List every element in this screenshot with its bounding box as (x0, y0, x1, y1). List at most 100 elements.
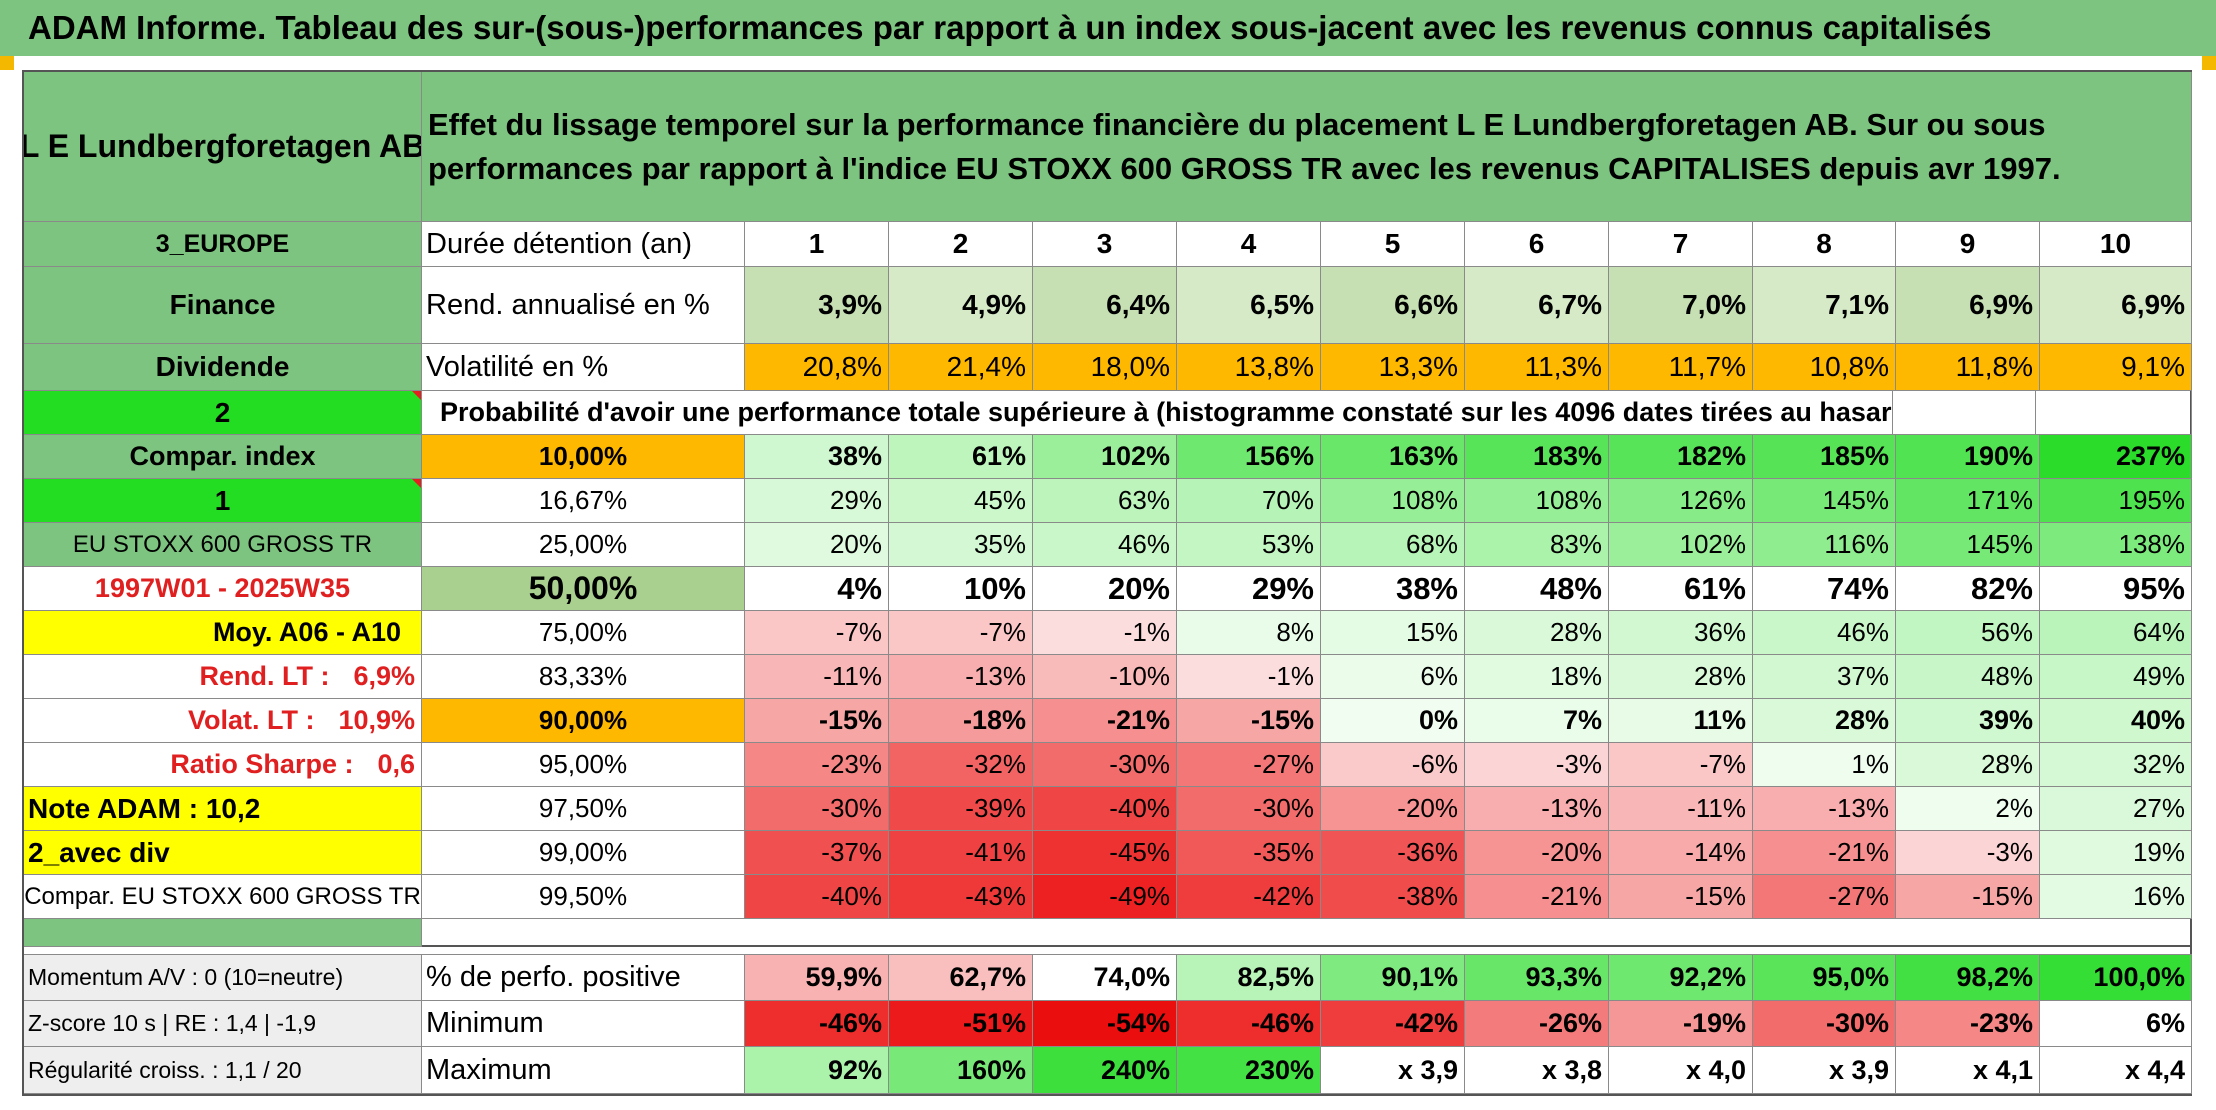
rend-cell: 6,7% (1465, 267, 1609, 344)
report-title: ADAM Informe. Tableau des sur-(sous-)per… (0, 0, 2216, 56)
prob-cell: -49% (1033, 875, 1177, 919)
prob-level: 75,00% (422, 611, 745, 655)
max-cell: x 3,9 (1753, 1047, 1896, 1094)
prob-level: 50,00% (422, 567, 745, 611)
prob-cell: 61% (889, 435, 1033, 479)
prob-cell: 116% (1753, 523, 1896, 567)
rend-lt: Rend. LT : 6,9% (24, 655, 422, 699)
avec-div-label: 2_avec div (24, 831, 422, 875)
pos-cell: 92,2% (1609, 955, 1753, 1001)
vol-cell: 11,8% (1896, 344, 2040, 391)
min-cell: -42% (1321, 1001, 1465, 1047)
pos-cell: 62,7% (889, 955, 1033, 1001)
prob-cell: 145% (1753, 479, 1896, 523)
prob-cell: 15% (1321, 611, 1465, 655)
prob-cell: -45% (1033, 831, 1177, 875)
max-cell: 230% (1177, 1047, 1321, 1094)
max-cell: x 4,4 (2040, 1047, 2192, 1094)
max-label: Maximum (422, 1047, 745, 1094)
prob-cell: -15% (745, 699, 889, 743)
prob-level: 97,50% (422, 787, 745, 831)
year-header: 6 (1465, 222, 1609, 267)
pos-cell: 90,1% (1321, 955, 1465, 1001)
min-cell: -23% (1896, 1001, 2040, 1047)
prob-cell: -30% (1033, 743, 1177, 787)
prob-cell: 64% (2040, 611, 2192, 655)
prob-cell: -10% (1033, 655, 1177, 699)
index-name: EU STOXX 600 GROSS TR (24, 523, 422, 567)
prob-cell: 171% (1896, 479, 2040, 523)
prob-cell: 8% (1177, 611, 1321, 655)
rend-cell: 6,9% (2040, 267, 2192, 344)
prob-cell: 163% (1321, 435, 1465, 479)
prob-cell: 6% (1321, 655, 1465, 699)
pos-label: % de perfo. positive (422, 955, 745, 1001)
momentum-label: Momentum A/V : 0 (10=neutre) (24, 955, 422, 1001)
vol-cell: 13,3% (1321, 344, 1465, 391)
min-cell: 6% (2040, 1001, 2192, 1047)
rend-cell: 6,5% (1177, 267, 1321, 344)
min-label: Minimum (422, 1001, 745, 1047)
selector-2[interactable]: 2 (24, 391, 422, 435)
prob-cell: 145% (1896, 523, 2040, 567)
prob-level: 16,67% (422, 479, 745, 523)
max-cell: 92% (745, 1047, 889, 1094)
prob-cell: 138% (2040, 523, 2192, 567)
prob-cell: 48% (1465, 567, 1609, 611)
prob-cell: -35% (1177, 831, 1321, 875)
year-header: 2 (889, 222, 1033, 267)
prob-cell: 156% (1177, 435, 1321, 479)
prob-cell: -40% (1033, 787, 1177, 831)
company-name: L E Lundbergforetagen AB (24, 72, 422, 222)
zscore-label: Z-score 10 s | RE : 1,4 | -1,9 (24, 1001, 422, 1047)
vol-cell: 13,8% (1177, 344, 1321, 391)
prob-cell: -27% (1177, 743, 1321, 787)
prob-cell: 95% (2040, 567, 2192, 611)
prob-cell: 11% (1609, 699, 1753, 743)
prob-cell: -3% (1465, 743, 1609, 787)
corner-marker-left (0, 56, 14, 70)
prob-cell: 45% (889, 479, 1033, 523)
prob-cell: 10% (889, 567, 1033, 611)
region-label: 3_EUROPE (24, 222, 422, 267)
prob-cell: -30% (1177, 787, 1321, 831)
pos-cell: 98,2% (1896, 955, 2040, 1001)
rend-label: Rend. annualisé en % (422, 267, 745, 344)
prob-cell: 32% (2040, 743, 2192, 787)
prob-cell: -13% (1465, 787, 1609, 831)
sector-label: Finance (24, 267, 422, 344)
prob-cell: 182% (1609, 435, 1753, 479)
vol-cell: 20,8% (745, 344, 889, 391)
prob-cell: 49% (2040, 655, 2192, 699)
note-adam: Note ADAM : 10,2 (24, 787, 422, 831)
prob-cell: -30% (745, 787, 889, 831)
rend-cell: 6,4% (1033, 267, 1177, 344)
regularite-label: Régularité croiss. : 1,1 / 20 (24, 1047, 422, 1094)
prob-cell: 185% (1753, 435, 1896, 479)
prob-level: 25,00% (422, 523, 745, 567)
prob-cell: 28% (1609, 655, 1753, 699)
blank-cell (1893, 391, 2036, 435)
rend-lt-label: Rend. LT : (199, 661, 330, 691)
prob-level: 10,00% (422, 435, 745, 479)
max-cell: x 3,9 (1321, 1047, 1465, 1094)
selector-1[interactable]: 1 (24, 479, 422, 523)
volat-lt-value: 10,9% (338, 705, 415, 735)
blank-cell (2036, 391, 2192, 435)
prob-cell: -15% (1896, 875, 2040, 919)
prob-cell: 63% (1033, 479, 1177, 523)
prob-cell: 1% (1753, 743, 1896, 787)
duree-label: Durée détention (an) (422, 222, 745, 267)
prob-cell: 28% (1753, 699, 1896, 743)
prob-cell: -21% (1753, 831, 1896, 875)
prob-cell: -13% (1753, 787, 1896, 831)
prob-cell: 16% (2040, 875, 2192, 919)
pos-cell: 93,3% (1465, 955, 1609, 1001)
prob-cell: -13% (889, 655, 1033, 699)
year-header: 5 (1321, 222, 1465, 267)
prob-cell: -39% (889, 787, 1033, 831)
prob-cell: 83% (1465, 523, 1609, 567)
max-cell: 240% (1033, 1047, 1177, 1094)
type-label: Dividende (24, 344, 422, 391)
year-header: 3 (1033, 222, 1177, 267)
